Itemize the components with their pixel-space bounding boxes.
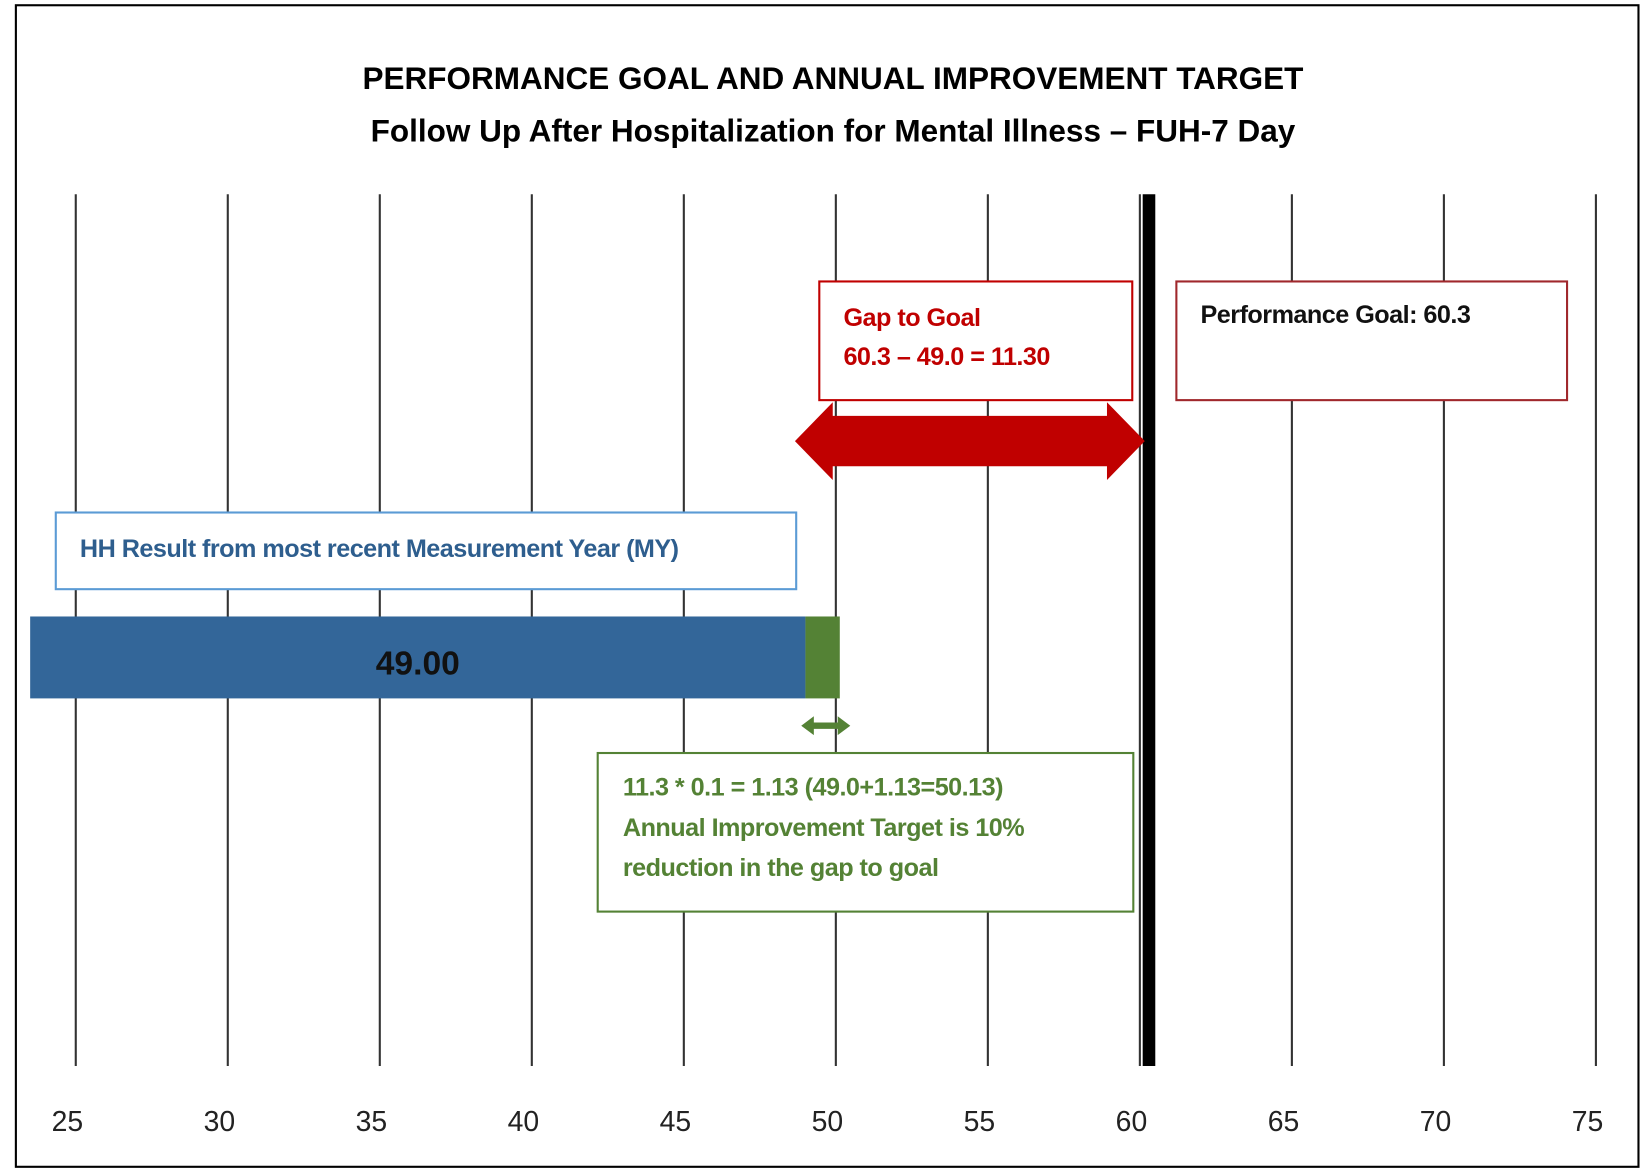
x-tick-label: 65	[1268, 1106, 1300, 1138]
gap-annotation-box	[818, 280, 1134, 402]
x-tick-label: 70	[1420, 1106, 1452, 1138]
x-tick-label: 50	[812, 1106, 844, 1138]
target-annotation-box	[596, 751, 1135, 913]
target-annotation-text: 11.3 * 0.1 = 1.13 (49.0+1.13=50.13)	[623, 773, 1003, 801]
result-annotation-text: HH Result from most recent Measurement Y…	[80, 535, 679, 563]
chart-title: PERFORMANCE GOAL AND ANNUAL IMPROVEMENT …	[362, 60, 1303, 96]
goal-annotation-box	[1175, 280, 1569, 402]
gap-arrow	[794, 402, 1145, 480]
x-tick-label: 30	[204, 1106, 236, 1138]
target-annotation-text: reduction in the gap to goal	[623, 854, 939, 882]
bar-segment	[805, 616, 840, 699]
chart-subtitle: Follow Up After Hospitalization for Ment…	[371, 113, 1296, 149]
bar-segment	[30, 616, 806, 699]
goal-annotation-text: Performance Goal: 60.3	[1201, 301, 1471, 329]
x-tick-label: 75	[1572, 1106, 1604, 1138]
x-tick-label: 45	[660, 1106, 692, 1138]
x-tick-label: 60	[1116, 1106, 1148, 1138]
x-tick-label: 25	[52, 1106, 84, 1138]
bar-value-label: 49.00	[376, 646, 460, 683]
target-arrow	[801, 716, 851, 736]
x-tick-label: 35	[356, 1106, 388, 1138]
x-tick-label: 40	[508, 1106, 540, 1138]
gap-annotation-text: Gap to Goal	[843, 304, 980, 332]
gap-annotation-text: 60.3 – 49.0 = 11.30	[843, 343, 1049, 371]
target-annotation-text: Annual Improvement Target is 10%	[623, 814, 1024, 842]
result-annotation-box	[54, 511, 798, 591]
x-tick-label: 55	[964, 1106, 996, 1138]
